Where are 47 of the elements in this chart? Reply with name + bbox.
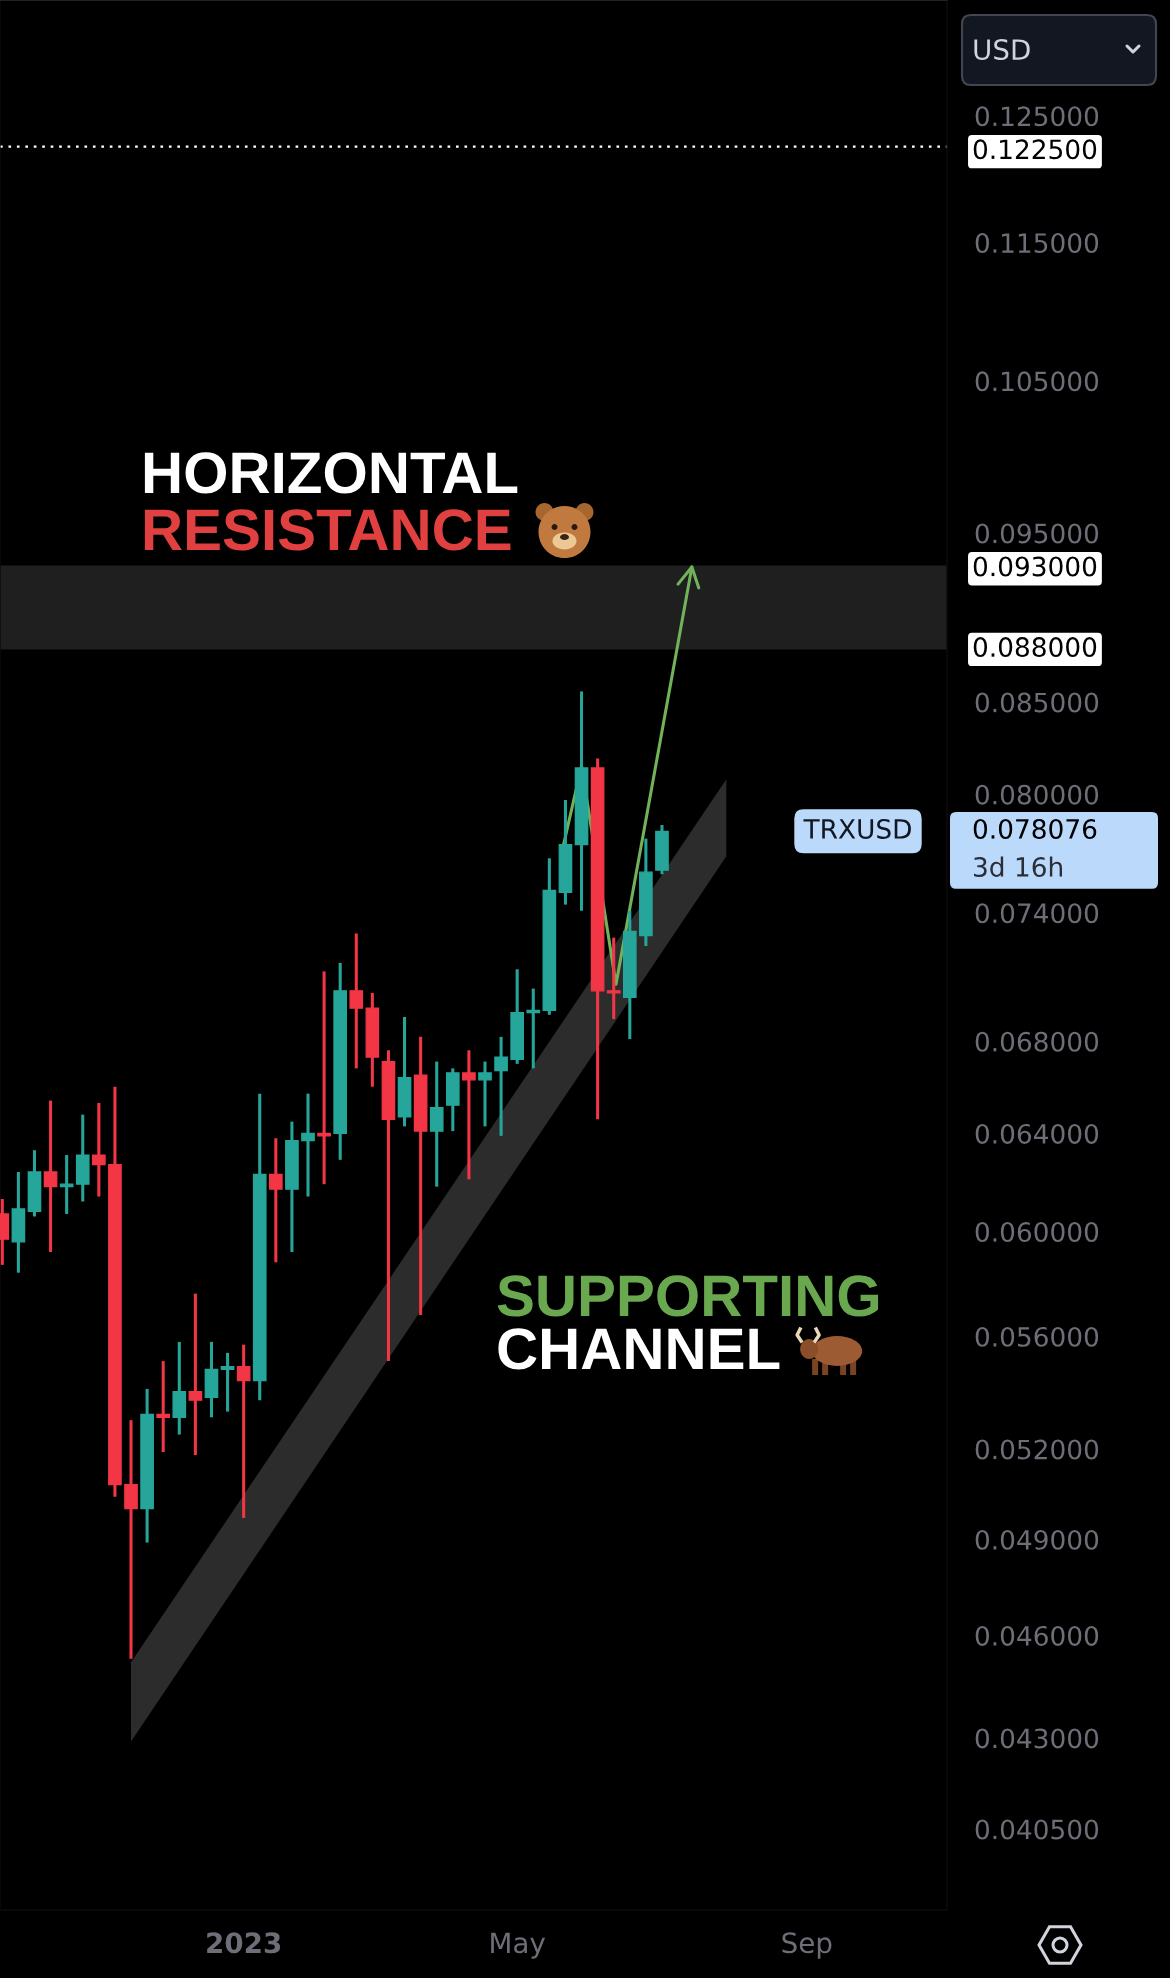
annotation: CHANNEL [498, 1328, 780, 1370]
text: 0.078076 [973, 818, 1097, 839]
text: 0.093000 [973, 556, 1097, 577]
y-tick-label: 0.052000 [975, 1439, 1099, 1460]
candlestick [268, 1138, 283, 1263]
candlestick [43, 1100, 58, 1252]
y-tick-label: 0.080000 [975, 784, 1099, 805]
candlestick [429, 1061, 444, 1187]
candlestick [92, 1101, 106, 1197]
y-tick-label: 0.105000 [975, 371, 1099, 392]
x-tick-label: Sep [782, 1932, 832, 1959]
candlestick [462, 1050, 476, 1180]
candlestick [156, 1361, 171, 1454]
candlestick [478, 1061, 492, 1127]
y-tick-label: 0.074000 [975, 903, 1099, 924]
annotation: HORIZONTAL [144, 452, 518, 494]
y-tick-label: 0.043000 [975, 1728, 1099, 1749]
y-tick-label: 0.046000 [975, 1625, 1099, 1646]
y-tick-label: 0.068000 [975, 1031, 1099, 1052]
x-tick-label: May [491, 1932, 546, 1959]
candlestick [188, 1293, 203, 1455]
text: 3d 16h [974, 856, 1062, 877]
candlestick [236, 1344, 251, 1518]
y-tick-label: 0.125000 [975, 106, 1099, 127]
candlestick [349, 933, 364, 1069]
candlestick [526, 988, 541, 1069]
ref-line-label: 0.122500 [973, 139, 1097, 160]
text: 0.088000 [973, 637, 1097, 658]
candlestick [301, 1093, 315, 1197]
text: USD [974, 39, 1030, 61]
annotation: SUPPORTING [497, 1275, 879, 1317]
candlestick [606, 937, 621, 1021]
candlestick [220, 1351, 235, 1412]
y-tick-label: 0.060000 [975, 1222, 1099, 1242]
y-tick-label: 0.056000 [975, 1326, 1099, 1347]
y-tick-label: 0.040500 [975, 1819, 1099, 1840]
candlestick [317, 971, 331, 1186]
annotation: TRXUSD [803, 818, 911, 839]
y-tick-label: 0.095000 [975, 523, 1099, 544]
x-tick-label: 2023 [207, 1932, 281, 1954]
y-tick-label: 0.049000 [975, 1529, 1099, 1550]
candlestick [124, 1420, 138, 1659]
y-tick-label: 0.115000 [975, 233, 1099, 254]
annotation: RESISTANCE [144, 509, 511, 551]
y-tick-label: 0.064000 [975, 1123, 1099, 1144]
y-tick-label: 0.085000 [975, 692, 1099, 713]
candlestick [494, 1035, 508, 1136]
